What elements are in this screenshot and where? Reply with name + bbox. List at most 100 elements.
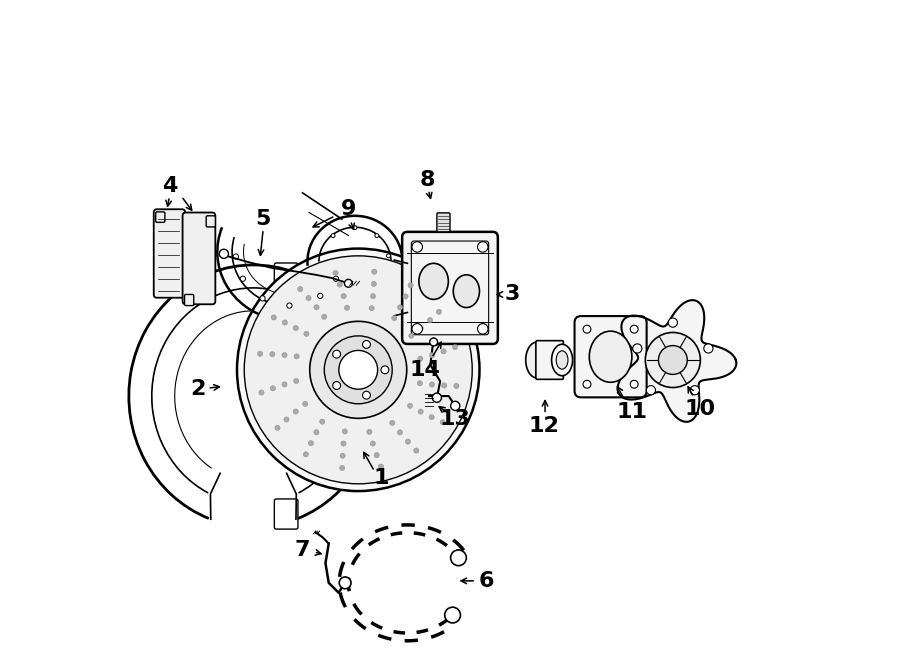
Ellipse shape — [552, 344, 572, 375]
Circle shape — [340, 453, 346, 458]
Circle shape — [298, 286, 302, 292]
Circle shape — [408, 403, 412, 408]
Circle shape — [260, 295, 265, 301]
Circle shape — [318, 293, 323, 299]
Circle shape — [630, 380, 638, 388]
Circle shape — [333, 276, 338, 282]
Circle shape — [331, 233, 335, 237]
Circle shape — [233, 254, 238, 259]
Circle shape — [412, 242, 422, 253]
Circle shape — [408, 283, 413, 288]
Circle shape — [294, 354, 300, 359]
Circle shape — [237, 249, 480, 491]
Circle shape — [304, 331, 309, 336]
Circle shape — [429, 352, 435, 358]
FancyBboxPatch shape — [154, 210, 185, 297]
Circle shape — [398, 305, 402, 310]
Circle shape — [440, 420, 445, 425]
FancyBboxPatch shape — [436, 213, 450, 232]
Circle shape — [314, 305, 319, 310]
Circle shape — [270, 352, 275, 357]
Circle shape — [451, 401, 460, 410]
Circle shape — [375, 233, 379, 237]
Circle shape — [293, 325, 299, 330]
Circle shape — [418, 356, 423, 362]
Text: 8: 8 — [419, 170, 435, 190]
FancyBboxPatch shape — [183, 213, 215, 304]
Ellipse shape — [556, 351, 568, 369]
Circle shape — [405, 439, 410, 444]
Circle shape — [345, 305, 350, 311]
Circle shape — [432, 393, 442, 403]
Circle shape — [367, 429, 372, 434]
Circle shape — [646, 385, 655, 395]
Circle shape — [338, 282, 342, 287]
Circle shape — [333, 350, 340, 358]
Circle shape — [302, 401, 308, 407]
Circle shape — [392, 315, 397, 321]
Circle shape — [445, 607, 461, 623]
Circle shape — [478, 242, 488, 253]
Text: 5: 5 — [256, 209, 271, 229]
Text: 10: 10 — [685, 399, 716, 419]
Circle shape — [339, 465, 345, 471]
Circle shape — [669, 318, 678, 327]
Text: 6: 6 — [478, 571, 494, 591]
Circle shape — [583, 380, 591, 388]
Circle shape — [333, 381, 340, 389]
Circle shape — [371, 282, 376, 287]
Circle shape — [353, 225, 357, 229]
FancyBboxPatch shape — [402, 232, 498, 344]
Circle shape — [583, 325, 591, 333]
Circle shape — [390, 420, 395, 426]
Circle shape — [306, 295, 311, 301]
Polygon shape — [617, 300, 736, 422]
Circle shape — [284, 417, 289, 422]
Circle shape — [293, 409, 298, 414]
Circle shape — [274, 425, 280, 430]
Circle shape — [429, 382, 435, 387]
Ellipse shape — [418, 263, 448, 299]
Circle shape — [341, 441, 346, 446]
Circle shape — [397, 430, 402, 435]
Circle shape — [454, 383, 459, 389]
Circle shape — [429, 338, 437, 346]
Circle shape — [374, 453, 379, 458]
Circle shape — [409, 333, 414, 338]
Circle shape — [259, 390, 264, 395]
Circle shape — [309, 441, 313, 446]
Circle shape — [372, 269, 377, 274]
Circle shape — [441, 349, 446, 354]
Circle shape — [363, 391, 371, 399]
Circle shape — [414, 448, 418, 453]
Circle shape — [293, 378, 299, 383]
Circle shape — [633, 344, 642, 353]
Circle shape — [240, 276, 246, 282]
Circle shape — [630, 325, 638, 333]
Circle shape — [370, 441, 375, 446]
Circle shape — [310, 321, 407, 418]
Circle shape — [220, 249, 229, 258]
Text: 13: 13 — [440, 409, 471, 429]
Circle shape — [369, 305, 374, 311]
Circle shape — [287, 303, 292, 308]
Text: 2: 2 — [190, 379, 205, 399]
Circle shape — [378, 464, 383, 469]
Circle shape — [418, 381, 422, 386]
Text: 9: 9 — [341, 199, 356, 219]
FancyBboxPatch shape — [206, 215, 215, 227]
Circle shape — [429, 414, 434, 420]
Ellipse shape — [590, 331, 632, 382]
Circle shape — [345, 280, 352, 288]
Circle shape — [403, 294, 409, 299]
Circle shape — [645, 332, 700, 387]
Circle shape — [321, 314, 327, 319]
Circle shape — [436, 309, 442, 315]
Circle shape — [387, 254, 391, 258]
Circle shape — [338, 350, 378, 389]
Circle shape — [690, 385, 699, 395]
Circle shape — [282, 382, 287, 387]
Circle shape — [381, 366, 389, 373]
Circle shape — [244, 256, 472, 484]
Text: 12: 12 — [529, 416, 560, 436]
